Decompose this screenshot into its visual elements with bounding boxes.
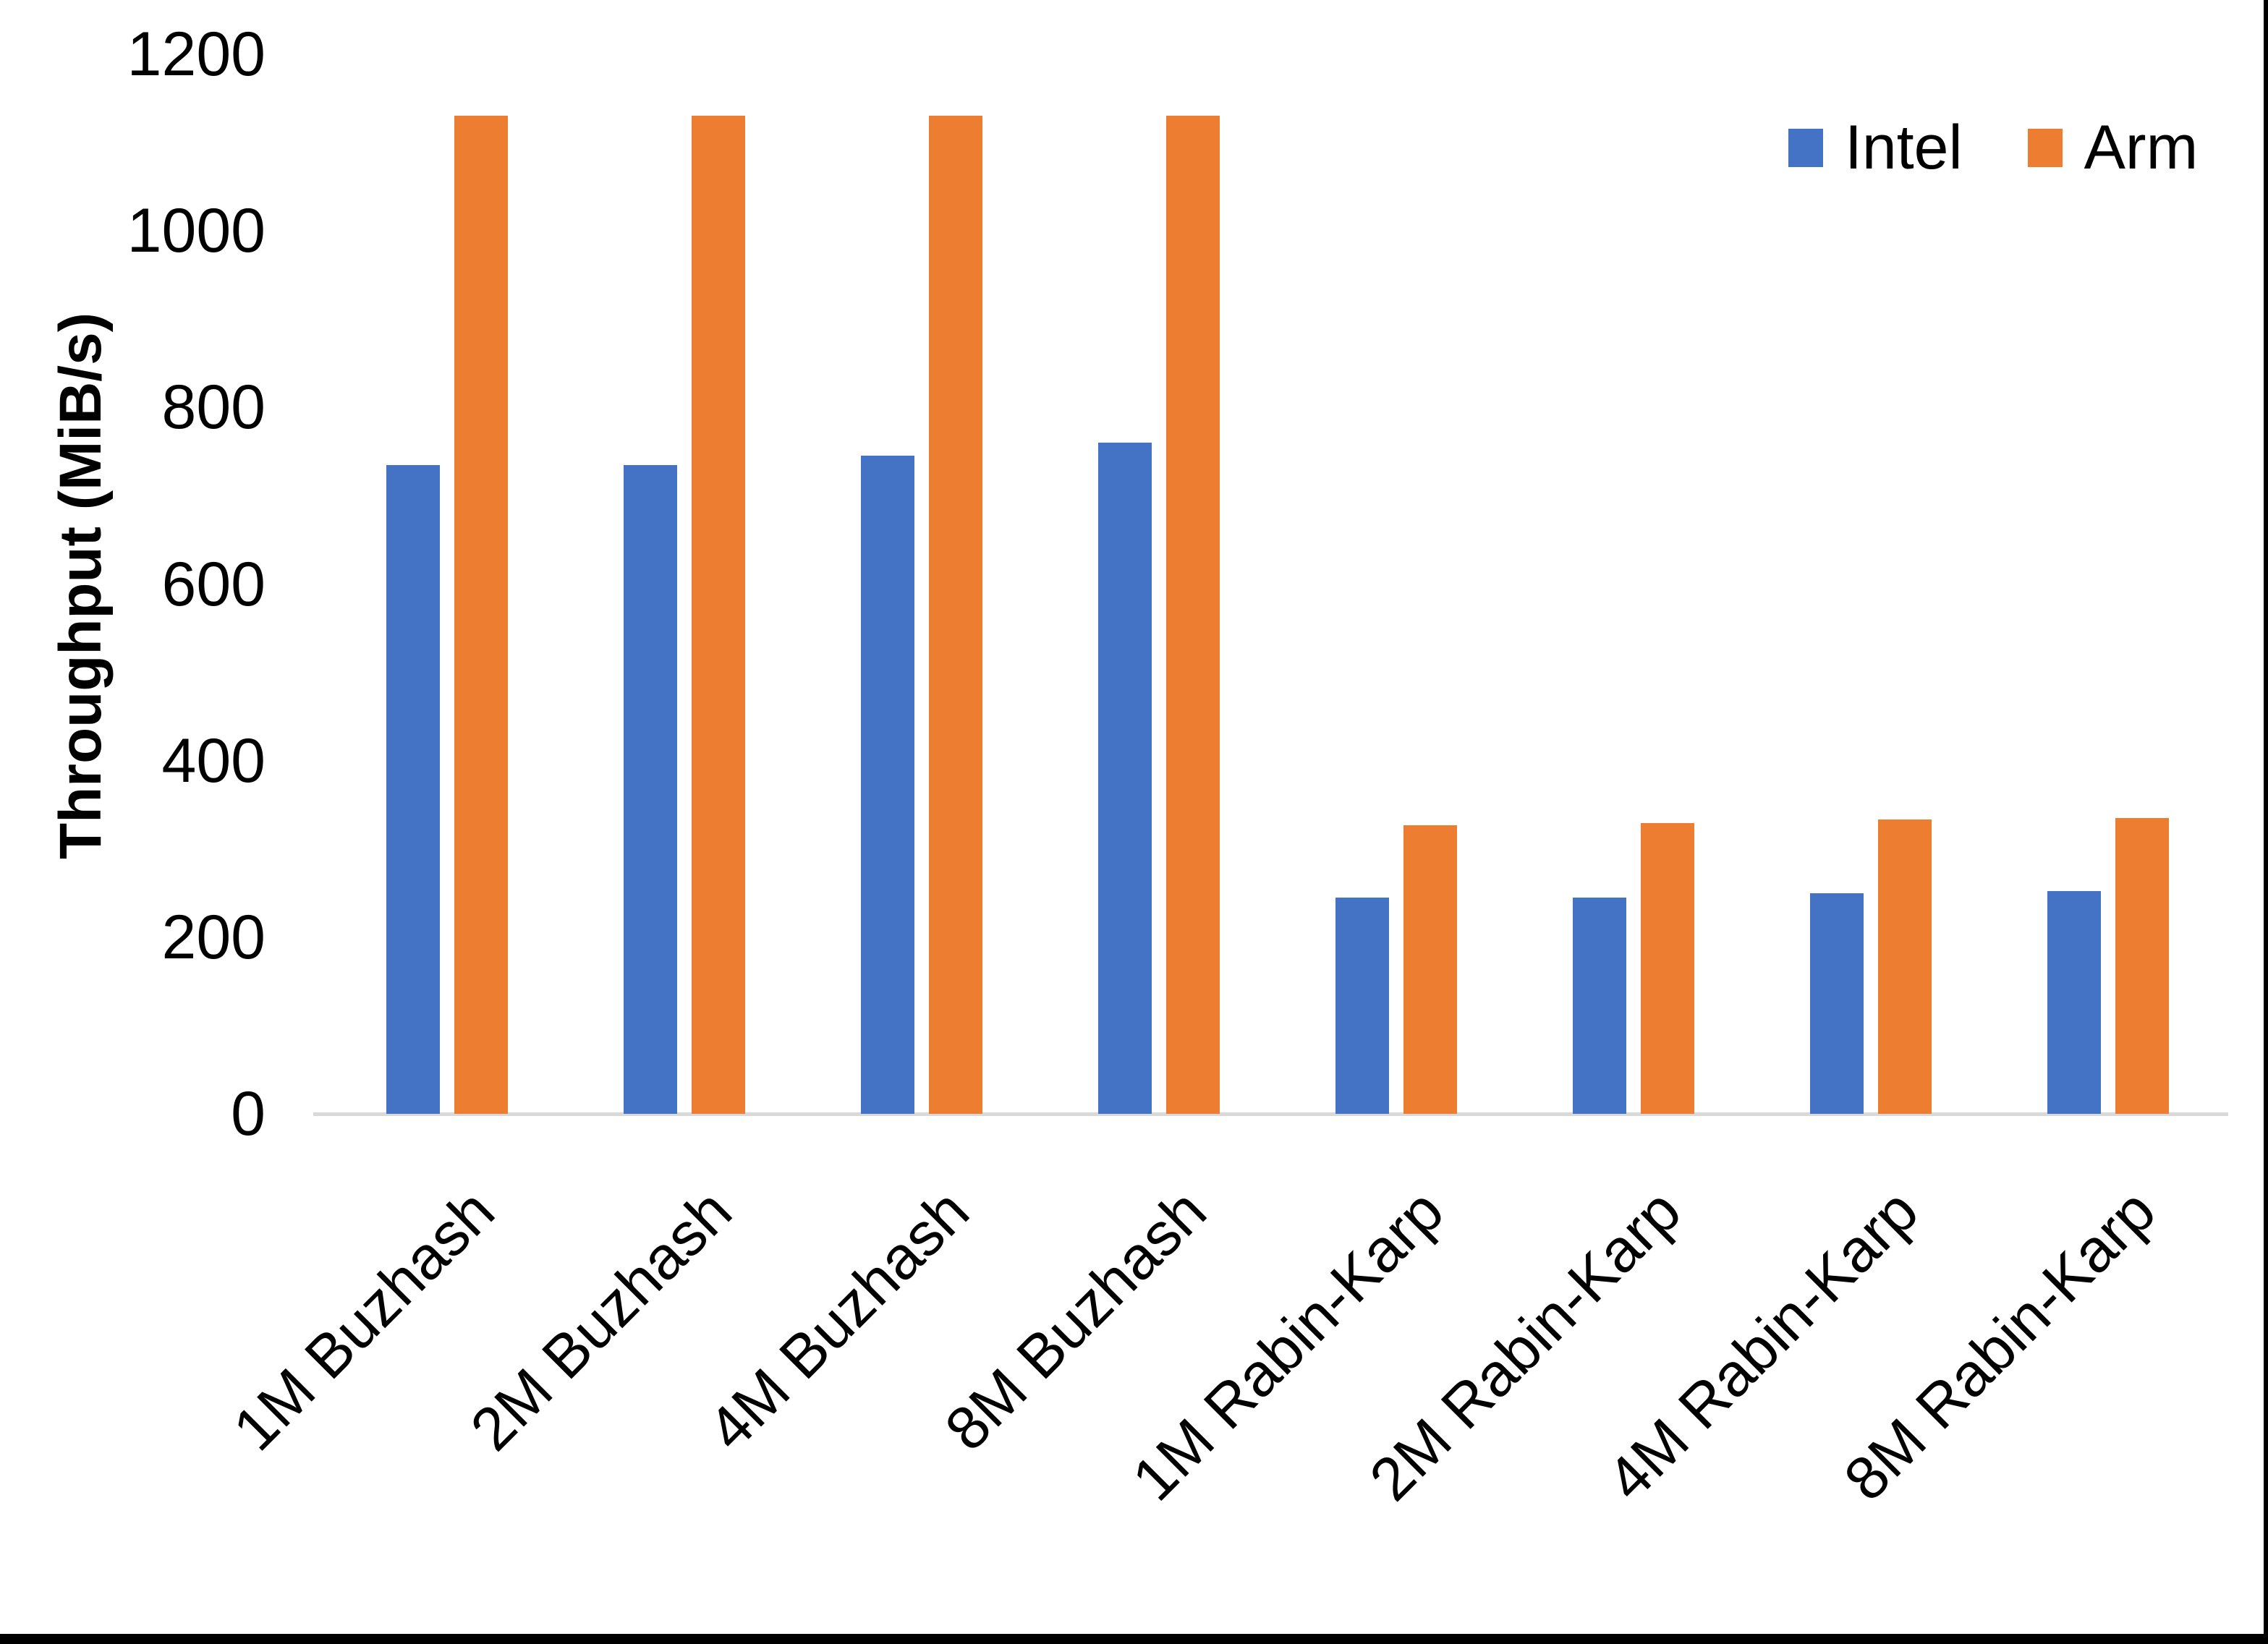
- bar-arm-2m-rabin-karp: [1640, 823, 1694, 1114]
- bar-arm-8m-rabin-karp: [2115, 818, 2169, 1114]
- legend-swatch-intel: [1788, 128, 1823, 167]
- y-axis-tick-label-600: 600: [161, 549, 266, 619]
- y-axis-tick-label-200: 200: [161, 902, 266, 972]
- bar-intel-1m-rabin-karp: [1335, 897, 1389, 1114]
- legend: Intel Arm: [1788, 111, 2198, 184]
- legend-label-arm: Arm: [2084, 113, 2199, 182]
- bar-arm-1m-rabin-karp: [1403, 825, 1457, 1114]
- x-axis-line: [313, 1112, 2228, 1116]
- legend-label-intel: Intel: [1845, 113, 1963, 182]
- bar-intel-1m-buzhash: [386, 464, 440, 1114]
- x-axis-category-label-8m-rabin-karp: 8M Rabin-Karp: [1830, 1176, 2168, 1514]
- x-axis-category-label-8m-buzhash: 8M Buzhash: [931, 1176, 1219, 1464]
- y-axis-tick-label-800: 800: [161, 372, 266, 443]
- bar-intel-8m-buzhash: [1097, 443, 1152, 1114]
- page-border-right: [2264, 0, 2268, 1644]
- bar-intel-4m-rabin-karp: [1809, 893, 1864, 1114]
- bar-arm-2m-buzhash: [691, 116, 745, 1114]
- y-axis-tick-label-400: 400: [161, 725, 266, 796]
- x-axis-category-label-4m-rabin-karp: 4M Rabin-Karp: [1593, 1176, 1931, 1514]
- legend-swatch-arm: [2027, 128, 2063, 167]
- bar-intel-8m-rabin-karp: [2047, 891, 2101, 1114]
- x-axis-category-label-2m-rabin-karp: 2M Rabin-Karp: [1356, 1176, 1694, 1514]
- x-axis-category-label-1m-rabin-karp: 1M Rabin-Karp: [1118, 1176, 1456, 1514]
- y-axis-tick-label-1200: 1200: [127, 20, 266, 89]
- bar-arm-4m-buzhash: [928, 116, 982, 1114]
- x-axis-category-label-2m-buzhash: 2M Buzhash: [456, 1176, 744, 1464]
- bar-arm-4m-rabin-karp: [1877, 819, 1932, 1114]
- legend-item-intel: Intel: [1788, 116, 1963, 179]
- x-axis-category-label-1m-buzhash: 1M Buzhash: [219, 1176, 507, 1464]
- y-axis-tick-label-1000: 1000: [127, 196, 266, 266]
- page-border-bottom: [0, 1634, 2268, 1644]
- bar-intel-2m-buzhash: [623, 464, 677, 1114]
- bar-arm-8m-buzhash: [1165, 116, 1220, 1114]
- x-axis-category-label-4m-buzhash: 4M Buzhash: [694, 1176, 982, 1464]
- legend-item-arm: Arm: [2027, 113, 2199, 182]
- bar-intel-2m-rabin-karp: [1572, 897, 1626, 1114]
- bar-intel-4m-buzhash: [860, 456, 914, 1114]
- bar-arm-1m-buzhash: [454, 116, 508, 1114]
- y-axis-tick-label-0: 0: [231, 1079, 266, 1149]
